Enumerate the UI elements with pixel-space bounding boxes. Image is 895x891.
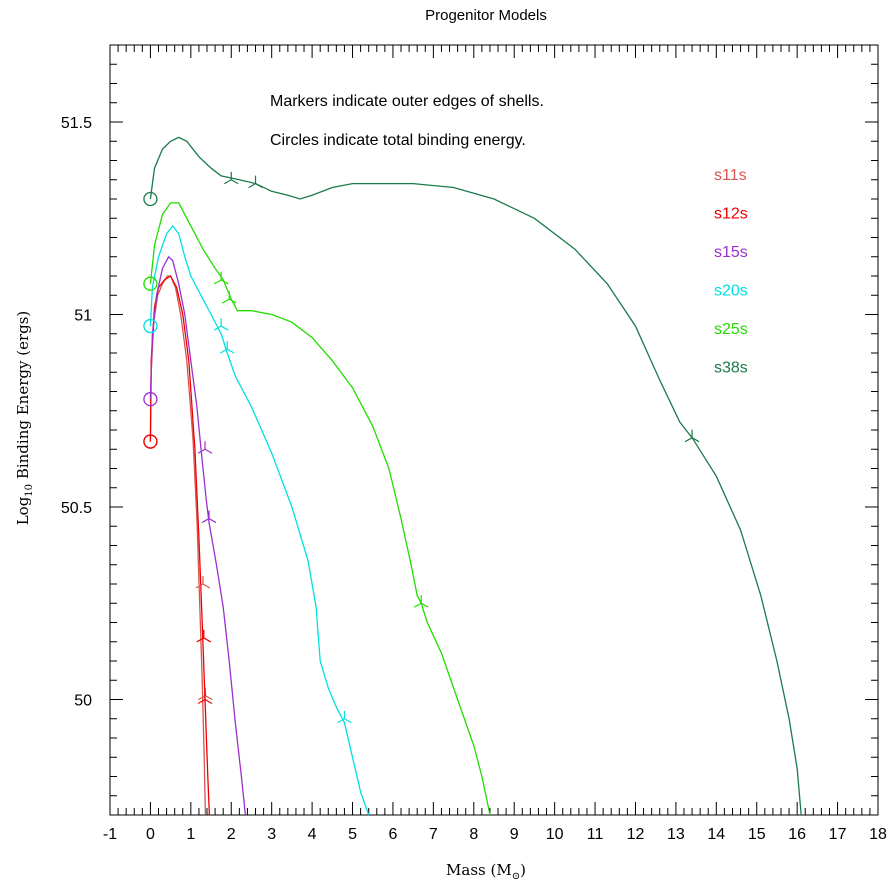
x-axis-label-text: Mass (M xyxy=(446,861,512,879)
series-layer xyxy=(149,136,802,816)
legend-item-s20s: s20s xyxy=(714,283,748,300)
legend-item-s38s: s38s xyxy=(714,360,748,377)
x-axis-label-symbol: ⊙ xyxy=(512,871,520,882)
x-tick-labels: -1 0 1 2 3 4 5 6 7 8 9 10 11 12 13 14 15 16 17 18 xyxy=(103,826,887,843)
binding-circle-s38s xyxy=(143,191,158,207)
annotation-markers: Markers indicate outer edges of shells. xyxy=(270,93,544,110)
x-tick-label: 14 xyxy=(707,826,725,843)
x-tick-label: 8 xyxy=(469,826,478,843)
shell-marker-s20s xyxy=(337,710,352,724)
shell-marker-s38s xyxy=(224,171,239,185)
x-axis-label-suffix: ) xyxy=(520,861,526,879)
legend: s11s s12s s15s s20s s25s s38s xyxy=(714,167,748,377)
series-line-s11s xyxy=(149,275,207,816)
x-axis-label: Mass (M⊙) xyxy=(446,861,526,882)
y-tick-label: 50.5 xyxy=(61,500,92,517)
shell-marker-s20s xyxy=(219,341,235,354)
y-tick-label: 50 xyxy=(74,693,92,710)
x-tick-label: 13 xyxy=(667,826,685,843)
legend-item-s11s: s11s xyxy=(714,167,747,184)
plot-border xyxy=(109,44,879,816)
x-tick-label: 15 xyxy=(748,826,766,843)
y-axis-label-suffix: Binding Energy (ergs) xyxy=(14,311,32,484)
binding-circle-s25s xyxy=(143,276,158,291)
y-axis-label-prefix: Log xyxy=(14,496,32,525)
shell-marker-s15s xyxy=(201,510,217,524)
legend-item-s15s: s15s xyxy=(714,244,748,261)
y-axis-label-sub: 10 xyxy=(24,484,35,497)
shell-marker-s15s xyxy=(197,441,213,454)
shell-marker-s25s xyxy=(213,271,229,285)
plot-frame xyxy=(109,44,879,816)
shell-marker-s25s xyxy=(413,595,429,608)
legend-item-s12s: s12s xyxy=(714,206,748,223)
x-tick-label: 18 xyxy=(869,826,887,843)
series-line-s15s xyxy=(149,255,247,816)
x-tick-label: 5 xyxy=(348,826,357,843)
shell-marker-s20s xyxy=(213,318,229,331)
marker-layer xyxy=(195,171,700,724)
legend-item-s25s: s25s xyxy=(714,321,748,338)
x-tick-label: 10 xyxy=(546,826,564,843)
y-tick-label: 51 xyxy=(74,308,92,325)
binding-circle-s15s xyxy=(143,392,158,407)
shell-marker-s38s xyxy=(248,175,263,189)
annotation-circles: Circles indicate total binding energy. xyxy=(270,132,526,149)
x-tick-label: 4 xyxy=(308,826,317,843)
shell-marker-s12s xyxy=(196,629,212,643)
binding-circle-s20s xyxy=(143,318,158,334)
y-tick-labels: 50 50.5 51 51.5 xyxy=(61,115,92,710)
series-line-s38s xyxy=(149,136,802,816)
shell-marker-s12s xyxy=(197,691,213,705)
shell-marker-s11s xyxy=(195,576,211,589)
x-tick-label: 0 xyxy=(146,826,155,843)
y-axis-label: Log10 Binding Energy (ergs) xyxy=(14,311,35,526)
x-tick-label: 9 xyxy=(510,826,519,843)
x-tick-label: 7 xyxy=(429,826,438,843)
x-tick-label: 6 xyxy=(388,826,397,843)
x-tick-label: 3 xyxy=(267,826,276,843)
binding-circle-s12s xyxy=(143,434,158,449)
x-tick-label: 16 xyxy=(788,826,806,843)
x-tick-label: 1 xyxy=(186,826,195,843)
x-tick-label: 11 xyxy=(587,826,604,843)
series-line-s12s xyxy=(149,275,211,816)
series-line-s20s xyxy=(149,224,370,816)
x-tick-label: 17 xyxy=(829,826,847,843)
axis-ticks xyxy=(109,44,879,816)
shell-marker-s38s xyxy=(684,429,700,443)
x-tick-label: -1 xyxy=(103,826,117,843)
shell-marker-s25s xyxy=(221,291,237,304)
circle-layer xyxy=(143,191,158,449)
chart-title: Progenitor Models xyxy=(425,7,547,24)
x-tick-label: 12 xyxy=(627,826,645,843)
y-tick-label: 51.5 xyxy=(61,115,92,132)
x-tick-label: 2 xyxy=(227,826,236,843)
series-line-s25s xyxy=(149,202,491,816)
